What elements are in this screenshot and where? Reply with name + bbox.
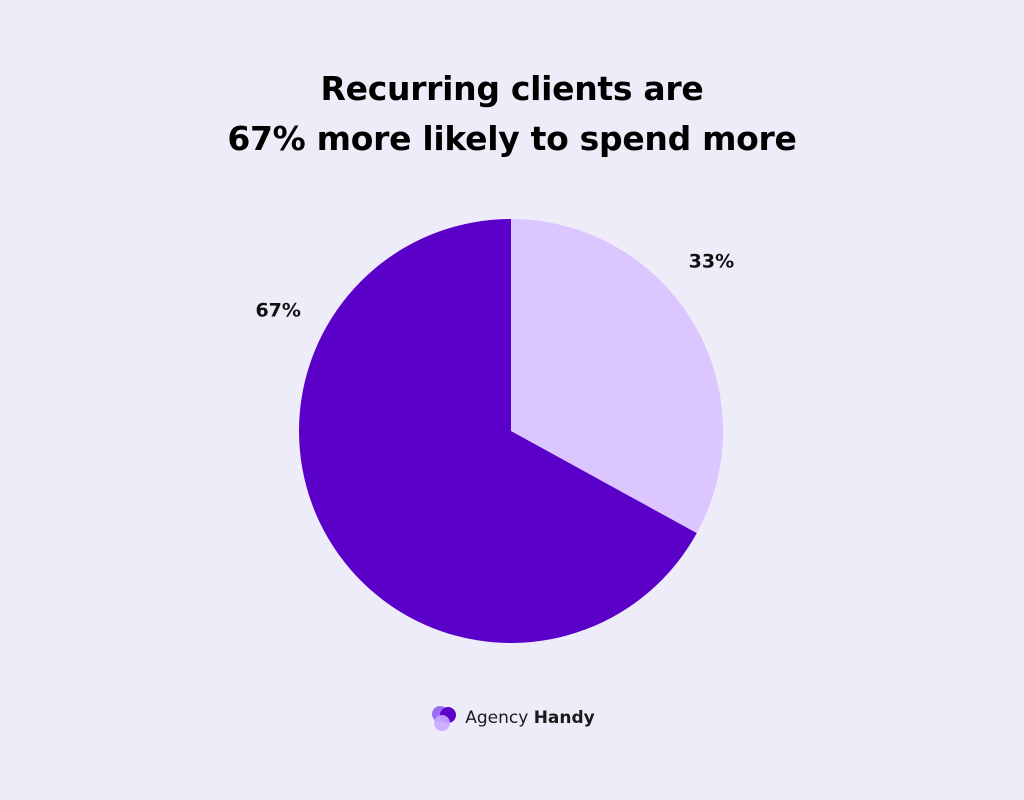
chart-title-line-2: 67% more likely to spend more	[227, 119, 797, 158]
chart-title-line-1: Recurring clients are	[320, 69, 704, 108]
pie-slice-33	[511, 219, 724, 534]
brand-name: Agency Handy	[465, 708, 595, 728]
pie-slice-67	[299, 219, 697, 643]
agency-handy-logo-icon	[432, 706, 457, 731]
brand-logo[interactable]: Agency Handy	[429, 703, 595, 733]
brand-name-bold: Handy	[533, 708, 595, 728]
pie-slices	[299, 219, 724, 643]
pie-labels: 33% 67%	[255, 251, 734, 322]
chart-title: Recurring clients are 67% more likely to…	[0, 64, 1024, 164]
pie-label-67: 67%	[255, 299, 300, 321]
brand-name-regular: Agency	[465, 708, 529, 728]
footer: Agency Handy	[0, 700, 1024, 736]
pie-label-33: 33%	[689, 251, 734, 273]
